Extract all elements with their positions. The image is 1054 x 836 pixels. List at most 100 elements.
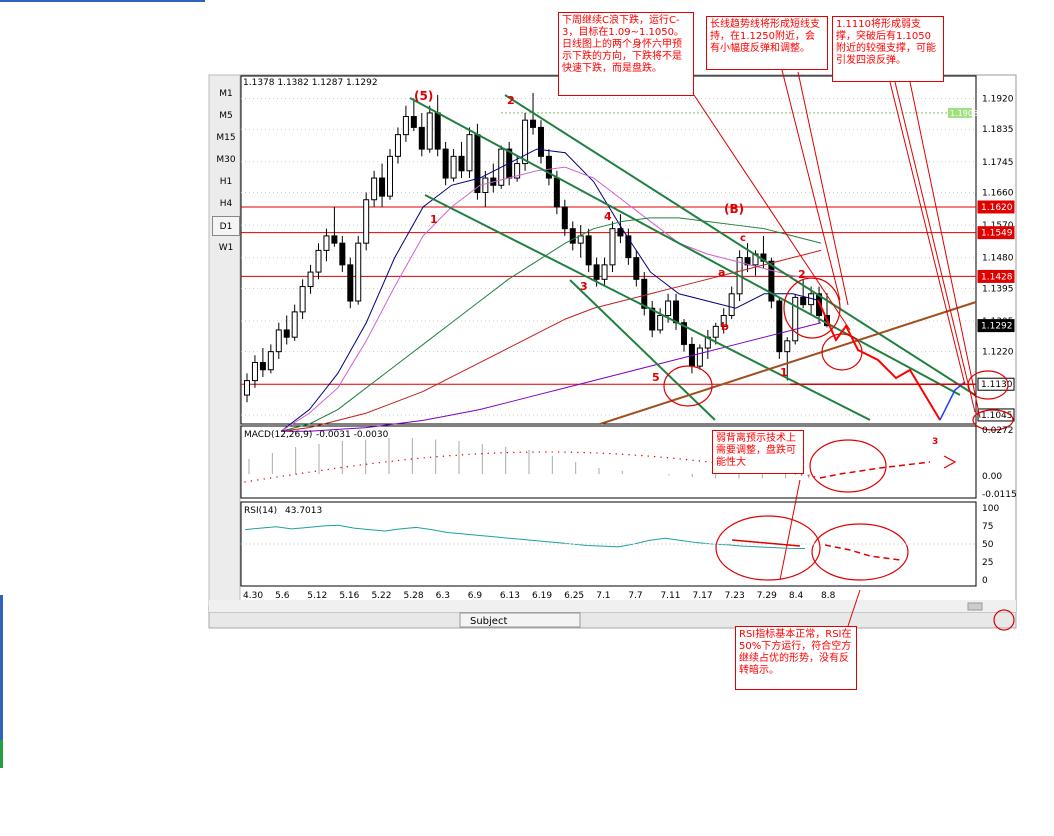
macd-signal-dot bbox=[333, 467, 336, 470]
macd-signal-dot bbox=[532, 451, 534, 453]
date-tick-label: 5.12 bbox=[307, 591, 327, 601]
candle-body bbox=[394, 134, 401, 157]
timeframe-button-h1[interactable]: H1 bbox=[219, 177, 233, 187]
candle bbox=[625, 228, 632, 265]
candle bbox=[394, 127, 401, 164]
macd-signal-dot bbox=[276, 476, 278, 478]
candle-body bbox=[482, 177, 489, 194]
channel-line-upper-2 bbox=[504, 94, 976, 396]
candle-body bbox=[569, 228, 576, 244]
date-tick-label: 6.3 bbox=[436, 591, 450, 601]
macd-signal-dot bbox=[525, 451, 528, 453]
wave-label: 5 bbox=[652, 371, 660, 384]
macd-signal-dot bbox=[557, 451, 560, 453]
annotation-leader bbox=[797, 71, 849, 306]
timeframe-button-m30[interactable]: M30 bbox=[216, 155, 236, 165]
timeframe-button-w1[interactable]: W1 bbox=[218, 243, 234, 253]
candle-body bbox=[402, 116, 409, 136]
macd-signal-dot bbox=[487, 452, 489, 455]
macd-signal-dot bbox=[455, 454, 457, 456]
candle-body bbox=[410, 116, 417, 128]
timeframe-button-h4[interactable]: H4 bbox=[219, 199, 233, 209]
date-tick-label: 7.11 bbox=[660, 591, 680, 601]
timeframe-button-m5[interactable]: M5 bbox=[219, 111, 233, 121]
macd-signal-dot bbox=[263, 478, 265, 480]
macd-signal-dot bbox=[685, 458, 688, 461]
candle-body bbox=[522, 119, 529, 165]
candle-body bbox=[363, 199, 370, 244]
candle-body bbox=[458, 155, 465, 172]
price-panel bbox=[240, 75, 977, 425]
price-tag-label: 1.1045 bbox=[981, 411, 1013, 421]
macd-signal-dot bbox=[257, 479, 259, 481]
candle-body bbox=[355, 242, 362, 302]
macd-signal-dot bbox=[359, 464, 361, 466]
candle bbox=[744, 243, 751, 273]
candle bbox=[609, 221, 616, 273]
candle bbox=[355, 235, 362, 305]
annotation-leader bbox=[847, 589, 861, 627]
rsi-axis-label: 0 bbox=[982, 576, 988, 586]
candle-body bbox=[657, 314, 664, 331]
macd-signal-dot bbox=[698, 460, 701, 462]
timeframe-button-d1[interactable]: D1 bbox=[212, 216, 240, 236]
candle-body bbox=[617, 228, 624, 237]
rsi-trend-line bbox=[731, 539, 801, 547]
candle-body bbox=[633, 257, 640, 280]
macd-signal-dot bbox=[621, 453, 624, 456]
macd-signal-dot bbox=[705, 461, 707, 463]
wave-label: b bbox=[721, 320, 729, 333]
wave-label: a bbox=[718, 266, 725, 279]
candle-body bbox=[283, 329, 290, 338]
macd-axis-label: -0.0115 bbox=[982, 490, 1017, 500]
forecast-path bbox=[817, 299, 941, 421]
rsi-axis-label: 100 bbox=[982, 504, 999, 514]
timeframe-button-m1[interactable]: M1 bbox=[219, 89, 233, 99]
candle-body bbox=[792, 296, 799, 342]
candle-body bbox=[315, 249, 322, 273]
macd-signal-dot bbox=[327, 468, 329, 471]
candle bbox=[410, 98, 417, 132]
candle-body bbox=[784, 340, 791, 353]
macd-signal-dot bbox=[551, 451, 553, 453]
timeframe-button-m15[interactable]: M15 bbox=[216, 133, 236, 143]
channel-line-upper bbox=[409, 97, 961, 396]
price-tick-label: 1.1570 bbox=[982, 221, 1014, 231]
macd-signal-dot bbox=[314, 470, 317, 472]
candle-body bbox=[530, 119, 537, 128]
candle-body bbox=[323, 235, 330, 251]
candle bbox=[712, 322, 719, 345]
price-tag bbox=[977, 269, 1015, 283]
moving-average-line bbox=[280, 249, 822, 432]
price-tag bbox=[977, 200, 1015, 214]
scroll-track bbox=[209, 600, 1016, 612]
macd-signal-dot bbox=[673, 457, 675, 460]
rsi-line bbox=[244, 524, 806, 550]
macd-signal-dot bbox=[353, 465, 355, 467]
window-edge-left-green bbox=[0, 740, 3, 768]
macd-signal-dot bbox=[545, 451, 547, 453]
macd-signal-dot bbox=[577, 451, 579, 454]
annotation-ellipse bbox=[821, 333, 863, 371]
macd-signal-dot bbox=[244, 481, 246, 483]
candle-body bbox=[712, 325, 719, 338]
candle-body bbox=[601, 264, 608, 280]
candle-body bbox=[244, 380, 250, 396]
macd-signal-dot bbox=[641, 454, 643, 457]
date-tick-label: 6.19 bbox=[532, 591, 552, 601]
macd-signal-dot bbox=[429, 456, 432, 459]
candle-body bbox=[577, 235, 584, 244]
candle bbox=[251, 355, 258, 388]
moving-average-line bbox=[281, 322, 822, 432]
candle-body bbox=[593, 264, 600, 280]
window-edge-top bbox=[0, 0, 205, 2]
candle-body bbox=[609, 228, 616, 266]
annotation-wave-forecast: 下周继续C浪下跌，运行C-3，目标在1.09~1.1050。日线图上的两个身怀六… bbox=[558, 12, 694, 96]
macd-signal-dot bbox=[538, 451, 541, 453]
candle bbox=[315, 243, 322, 280]
price-tick-label: 1.1395 bbox=[982, 284, 1014, 294]
macd-signal-dot bbox=[493, 452, 496, 454]
macd-signal-dot bbox=[500, 452, 502, 454]
